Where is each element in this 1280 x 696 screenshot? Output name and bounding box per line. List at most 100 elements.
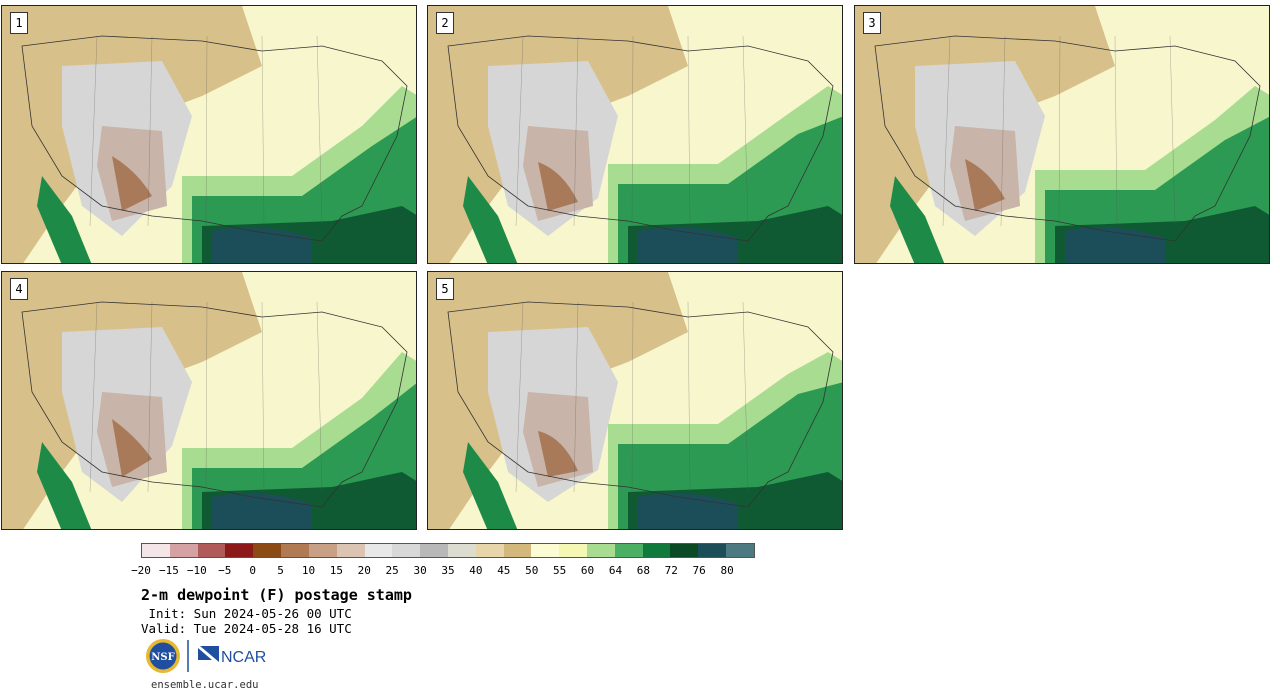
- state-border-line: [261, 301, 265, 493]
- state-border-line: [631, 301, 634, 493]
- state-border-line: [742, 301, 749, 493]
- gulf-of-california-region: [37, 176, 92, 263]
- colorbar-swatch: [698, 544, 727, 557]
- gulf-of-california-region: [890, 176, 945, 263]
- colorbar-tick-label: 50: [525, 564, 539, 577]
- map-panel-5: 5: [427, 271, 843, 530]
- state-border-line: [1000, 35, 1006, 227]
- gulf-of-california-region: [463, 176, 518, 263]
- colorbar-swatch: [169, 544, 198, 557]
- colorbar-tick-label: −5: [218, 564, 232, 577]
- panel-number: 5: [436, 278, 454, 300]
- colorbar-swatch: [197, 544, 226, 557]
- colorbar-tick-label: 76: [692, 564, 706, 577]
- svg-text:NSF: NSF: [151, 652, 174, 663]
- state-border-line: [1114, 35, 1118, 227]
- map-panel-4: 4: [1, 271, 417, 530]
- colorbar-swatch: [308, 544, 337, 557]
- colorbar-tick-label: 0: [249, 564, 256, 577]
- colorbar-swatch: [503, 544, 532, 557]
- state-border-line: [205, 35, 208, 227]
- colorbar-tick-label: 10: [301, 564, 316, 577]
- colorbar-swatch: [670, 544, 699, 557]
- colorbar-tick-label: 80: [720, 564, 734, 577]
- state-border-line: [515, 35, 524, 227]
- state-border-line: [1169, 35, 1176, 227]
- colorbar-swatch: [420, 544, 448, 557]
- state-border-line: [687, 301, 691, 493]
- map-panel-2: 2: [427, 5, 843, 264]
- state-border-line: [742, 35, 749, 227]
- colorbar-swatch: [392, 544, 421, 557]
- colorbar: [141, 543, 755, 558]
- colorbar-tick-label: −10: [186, 564, 207, 577]
- desert-region: [112, 156, 152, 211]
- colorbar-tick-label: 15: [329, 564, 343, 577]
- state-border-line: [261, 35, 265, 227]
- desert-region: [538, 162, 578, 211]
- colorbar-tick-label: 20: [357, 564, 371, 577]
- dewpoint-map: [855, 6, 1269, 263]
- chart-title: 2-m dewpoint (F) postage stamp: [141, 586, 412, 604]
- state-border-line: [316, 301, 323, 493]
- colorbar-tick-label: 72: [664, 564, 678, 577]
- colorbar-swatch: [336, 544, 365, 557]
- state-border-line: [89, 301, 98, 493]
- dewpoint-map: [428, 6, 842, 263]
- logos: NSF NCAR: [146, 639, 266, 673]
- state-border-line: [147, 35, 153, 227]
- colorbar-swatch: [642, 544, 671, 557]
- state-border-line: [515, 301, 524, 493]
- state-border-line: [687, 35, 691, 227]
- colorbar-tick-label: 68: [636, 564, 650, 577]
- colorbar-swatch: [225, 544, 254, 557]
- desert-region: [538, 431, 578, 477]
- panel-number: 1: [10, 12, 28, 34]
- state-border-line: [205, 301, 208, 493]
- nsf-logo-icon: NSF: [146, 639, 180, 673]
- colorbar-tick-label: 55: [553, 564, 567, 577]
- colorbar-tick-label: 64: [608, 564, 623, 577]
- desert-region: [112, 419, 152, 477]
- colorbar-tick-label: 5: [277, 564, 284, 577]
- colorbar-tick-label: −15: [158, 564, 179, 577]
- colorbar-swatch: [142, 544, 170, 557]
- ncar-logo-icon: NCAR: [198, 646, 266, 666]
- state-border-line: [942, 35, 951, 227]
- colorbar-tick-label: −20: [131, 564, 151, 577]
- colorbar-tick-label: 45: [497, 564, 511, 577]
- colorbar-tick-label: 60: [580, 564, 595, 577]
- init-time: Init: Sun 2024-05-26 00 UTC: [141, 606, 352, 621]
- colorbar-swatch: [447, 544, 476, 557]
- dewpoint-map: [2, 6, 416, 263]
- desert-region: [965, 159, 1005, 211]
- site-url: ensemble.ucar.edu: [151, 679, 259, 691]
- state-border-line: [89, 35, 98, 227]
- state-border-line: [1058, 35, 1061, 227]
- panel-number: 2: [436, 12, 454, 34]
- dewpoint-map: [428, 272, 842, 529]
- colorbar-swatch: [364, 544, 393, 557]
- state-border-line: [573, 301, 579, 493]
- state-border-line: [631, 35, 634, 227]
- state-border-line: [147, 301, 153, 493]
- colorbar-swatch: [475, 544, 504, 557]
- colorbar-swatch: [253, 544, 282, 557]
- dewpoint-map: [2, 272, 416, 529]
- colorbar-tick-label: 35: [441, 564, 455, 577]
- svg-text:NCAR: NCAR: [221, 649, 266, 666]
- colorbar-tick-label: 40: [469, 564, 483, 577]
- colorbar-tick-label: 30: [413, 564, 427, 577]
- colorbar-swatch: [587, 544, 615, 557]
- gulf-of-california-region: [37, 442, 92, 529]
- colorbar-swatch: [559, 544, 587, 557]
- state-border-line: [573, 35, 579, 227]
- panel-number: 4: [10, 278, 28, 300]
- colorbar-swatch: [614, 544, 643, 557]
- map-panel-3: 3: [854, 5, 1270, 264]
- state-border-line: [316, 35, 323, 227]
- colorbar-tick-label: 25: [385, 564, 399, 577]
- colorbar-swatch: [281, 544, 309, 557]
- map-panel-1: 1: [1, 5, 417, 264]
- valid-time: Valid: Tue 2024-05-28 16 UTC: [141, 621, 352, 636]
